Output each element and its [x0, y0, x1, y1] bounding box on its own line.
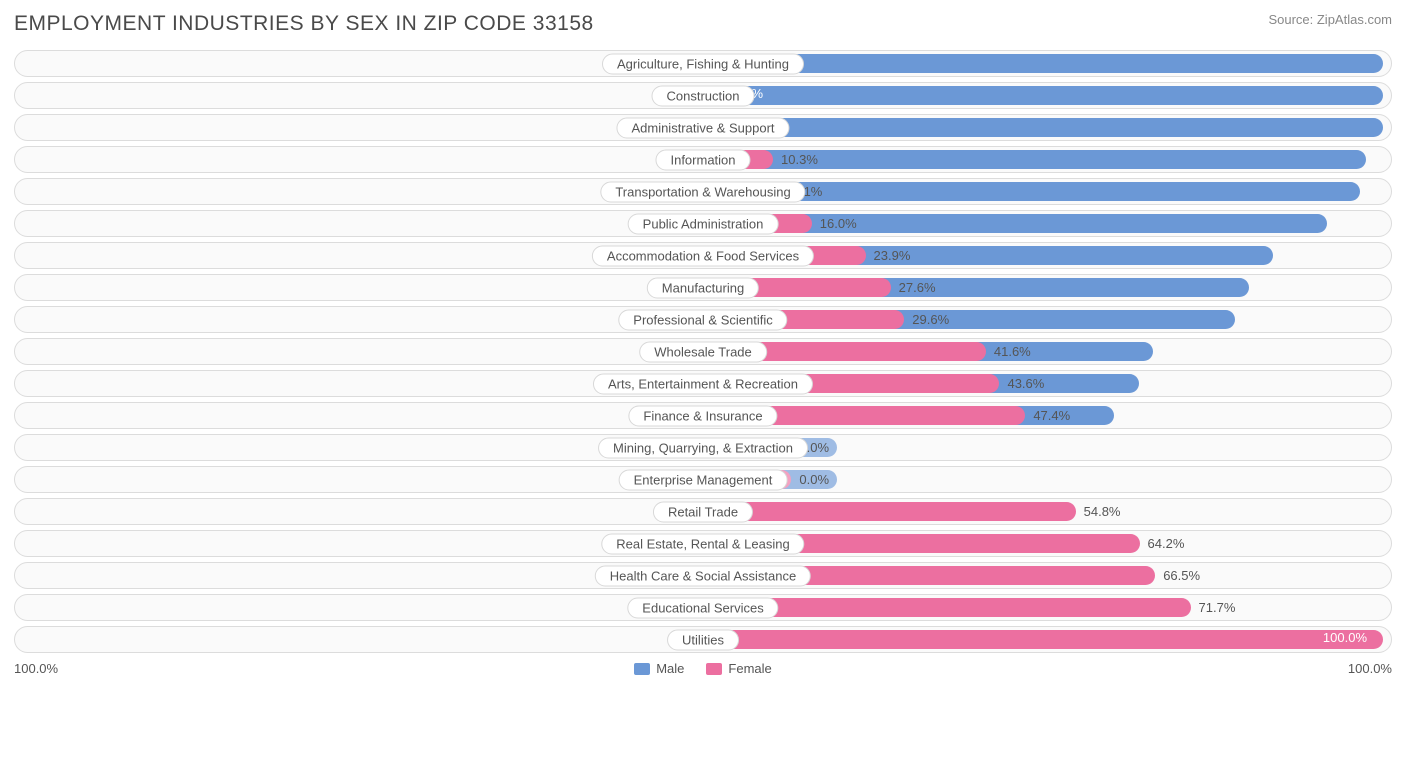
female-value: 43.6%: [999, 376, 1052, 391]
male-bar: 100.0%: [703, 118, 1383, 137]
female-value: 16.0%: [812, 216, 865, 231]
female-bar-wrap: 54.8%: [703, 502, 1129, 521]
category-label: Enterprise Management: [619, 469, 788, 490]
diverging-bar-chart: 100.0%0.0%Agriculture, Fishing & Hunting…: [14, 50, 1392, 653]
female-value: 41.6%: [986, 344, 1039, 359]
chart-row: 84.0%16.0%Public Administration: [14, 210, 1392, 237]
female-value: 100.0%: [1315, 630, 1375, 645]
chart-row: 58.4%41.6%Wholesale Trade: [14, 338, 1392, 365]
category-label: Retail Trade: [653, 501, 753, 522]
category-label: Manufacturing: [647, 277, 759, 298]
category-label: Professional & Scientific: [618, 309, 787, 330]
chart-row: 28.3%71.7%Educational Services: [14, 594, 1392, 621]
axis-right-label: 100.0%: [1348, 661, 1392, 676]
chart-row: 0.0%100.0%Utilities: [14, 626, 1392, 653]
female-bar-wrap: 100.0%: [703, 630, 1383, 649]
male-bar-wrap: 100.0%: [703, 118, 1383, 137]
category-label: Educational Services: [627, 597, 778, 618]
female-value: 29.6%: [904, 312, 957, 327]
chart-row: 35.8%64.2%Real Estate, Rental & Leasing: [14, 530, 1392, 557]
chart-header: EMPLOYMENT INDUSTRIES BY SEX IN ZIP CODE…: [14, 12, 1392, 36]
male-bar-wrap: 100.0%: [703, 54, 1383, 73]
female-value: 66.5%: [1155, 568, 1208, 583]
category-label: Health Care & Social Assistance: [595, 565, 811, 586]
chart-row: 52.7%47.4%Finance & Insurance: [14, 402, 1392, 429]
female-value: 10.3%: [773, 152, 826, 167]
chart-row: 70.4%29.6%Professional & Scientific: [14, 306, 1392, 333]
category-label: Utilities: [667, 629, 739, 650]
female-value: 54.8%: [1076, 504, 1129, 519]
chart-row: 45.2%54.8%Retail Trade: [14, 498, 1392, 525]
chart-row: 100.0%0.0%Agriculture, Fishing & Hunting: [14, 50, 1392, 77]
chart-source: Source: ZipAtlas.com: [1268, 12, 1392, 27]
female-value: 0.0%: [791, 472, 837, 487]
category-label: Mining, Quarrying, & Extraction: [598, 437, 808, 458]
female-bar-wrap: 71.7%: [703, 598, 1243, 617]
female-value: 71.7%: [1191, 600, 1244, 615]
chart-row: 0.0%0.0%Enterprise Management: [14, 466, 1392, 493]
legend-item-female: Female: [706, 661, 771, 676]
category-label: Real Estate, Rental & Leasing: [601, 533, 804, 554]
male-bar: [756, 182, 1361, 201]
male-bar-wrap: 100.0%: [703, 86, 1383, 105]
female-value: 47.4%: [1025, 408, 1078, 423]
category-label: Transportation & Warehousing: [600, 181, 805, 202]
male-bar: 100.0%: [703, 86, 1383, 105]
chart-row: 33.5%66.5%Health Care & Social Assistanc…: [14, 562, 1392, 589]
category-label: Information: [655, 149, 750, 170]
legend-item-male: Male: [634, 661, 684, 676]
category-label: Agriculture, Fishing & Hunting: [602, 53, 804, 74]
category-label: Accommodation & Food Services: [592, 245, 814, 266]
category-label: Construction: [652, 85, 755, 106]
female-value: 64.2%: [1140, 536, 1193, 551]
chart-footer: 100.0% Male Female 100.0%: [14, 661, 1392, 676]
chart-row: 100.0%0.0%Administrative & Support: [14, 114, 1392, 141]
legend-label-female: Female: [728, 661, 771, 676]
category-label: Wholesale Trade: [639, 341, 767, 362]
category-label: Public Administration: [628, 213, 779, 234]
male-bar: [756, 150, 1366, 169]
legend-label-male: Male: [656, 661, 684, 676]
legend-swatch-male: [634, 663, 650, 675]
female-bar: 100.0%: [703, 630, 1383, 649]
chart-row: 76.1%23.9%Accommodation & Food Services: [14, 242, 1392, 269]
category-label: Arts, Entertainment & Recreation: [593, 373, 813, 394]
chart-title: EMPLOYMENT INDUSTRIES BY SEX IN ZIP CODE…: [14, 12, 594, 36]
chart-row: 72.5%27.6%Manufacturing: [14, 274, 1392, 301]
chart-row: 100.0%0.0%Construction: [14, 82, 1392, 109]
chart-row: 56.4%43.6%Arts, Entertainment & Recreati…: [14, 370, 1392, 397]
chart-row: 0.0%0.0%Mining, Quarrying, & Extraction: [14, 434, 1392, 461]
chart-row: 89.7%10.3%Information: [14, 146, 1392, 173]
male-bar: 100.0%: [703, 54, 1383, 73]
legend-swatch-female: [706, 663, 722, 675]
chart-row: 88.9%11.1%Transportation & Warehousing: [14, 178, 1392, 205]
female-value: 27.6%: [891, 280, 944, 295]
female-bar: [703, 502, 1076, 521]
legend: Male Female: [634, 661, 772, 676]
axis-left-label: 100.0%: [14, 661, 58, 676]
female-value: 23.9%: [866, 248, 919, 263]
category-label: Administrative & Support: [616, 117, 789, 138]
category-label: Finance & Insurance: [628, 405, 777, 426]
